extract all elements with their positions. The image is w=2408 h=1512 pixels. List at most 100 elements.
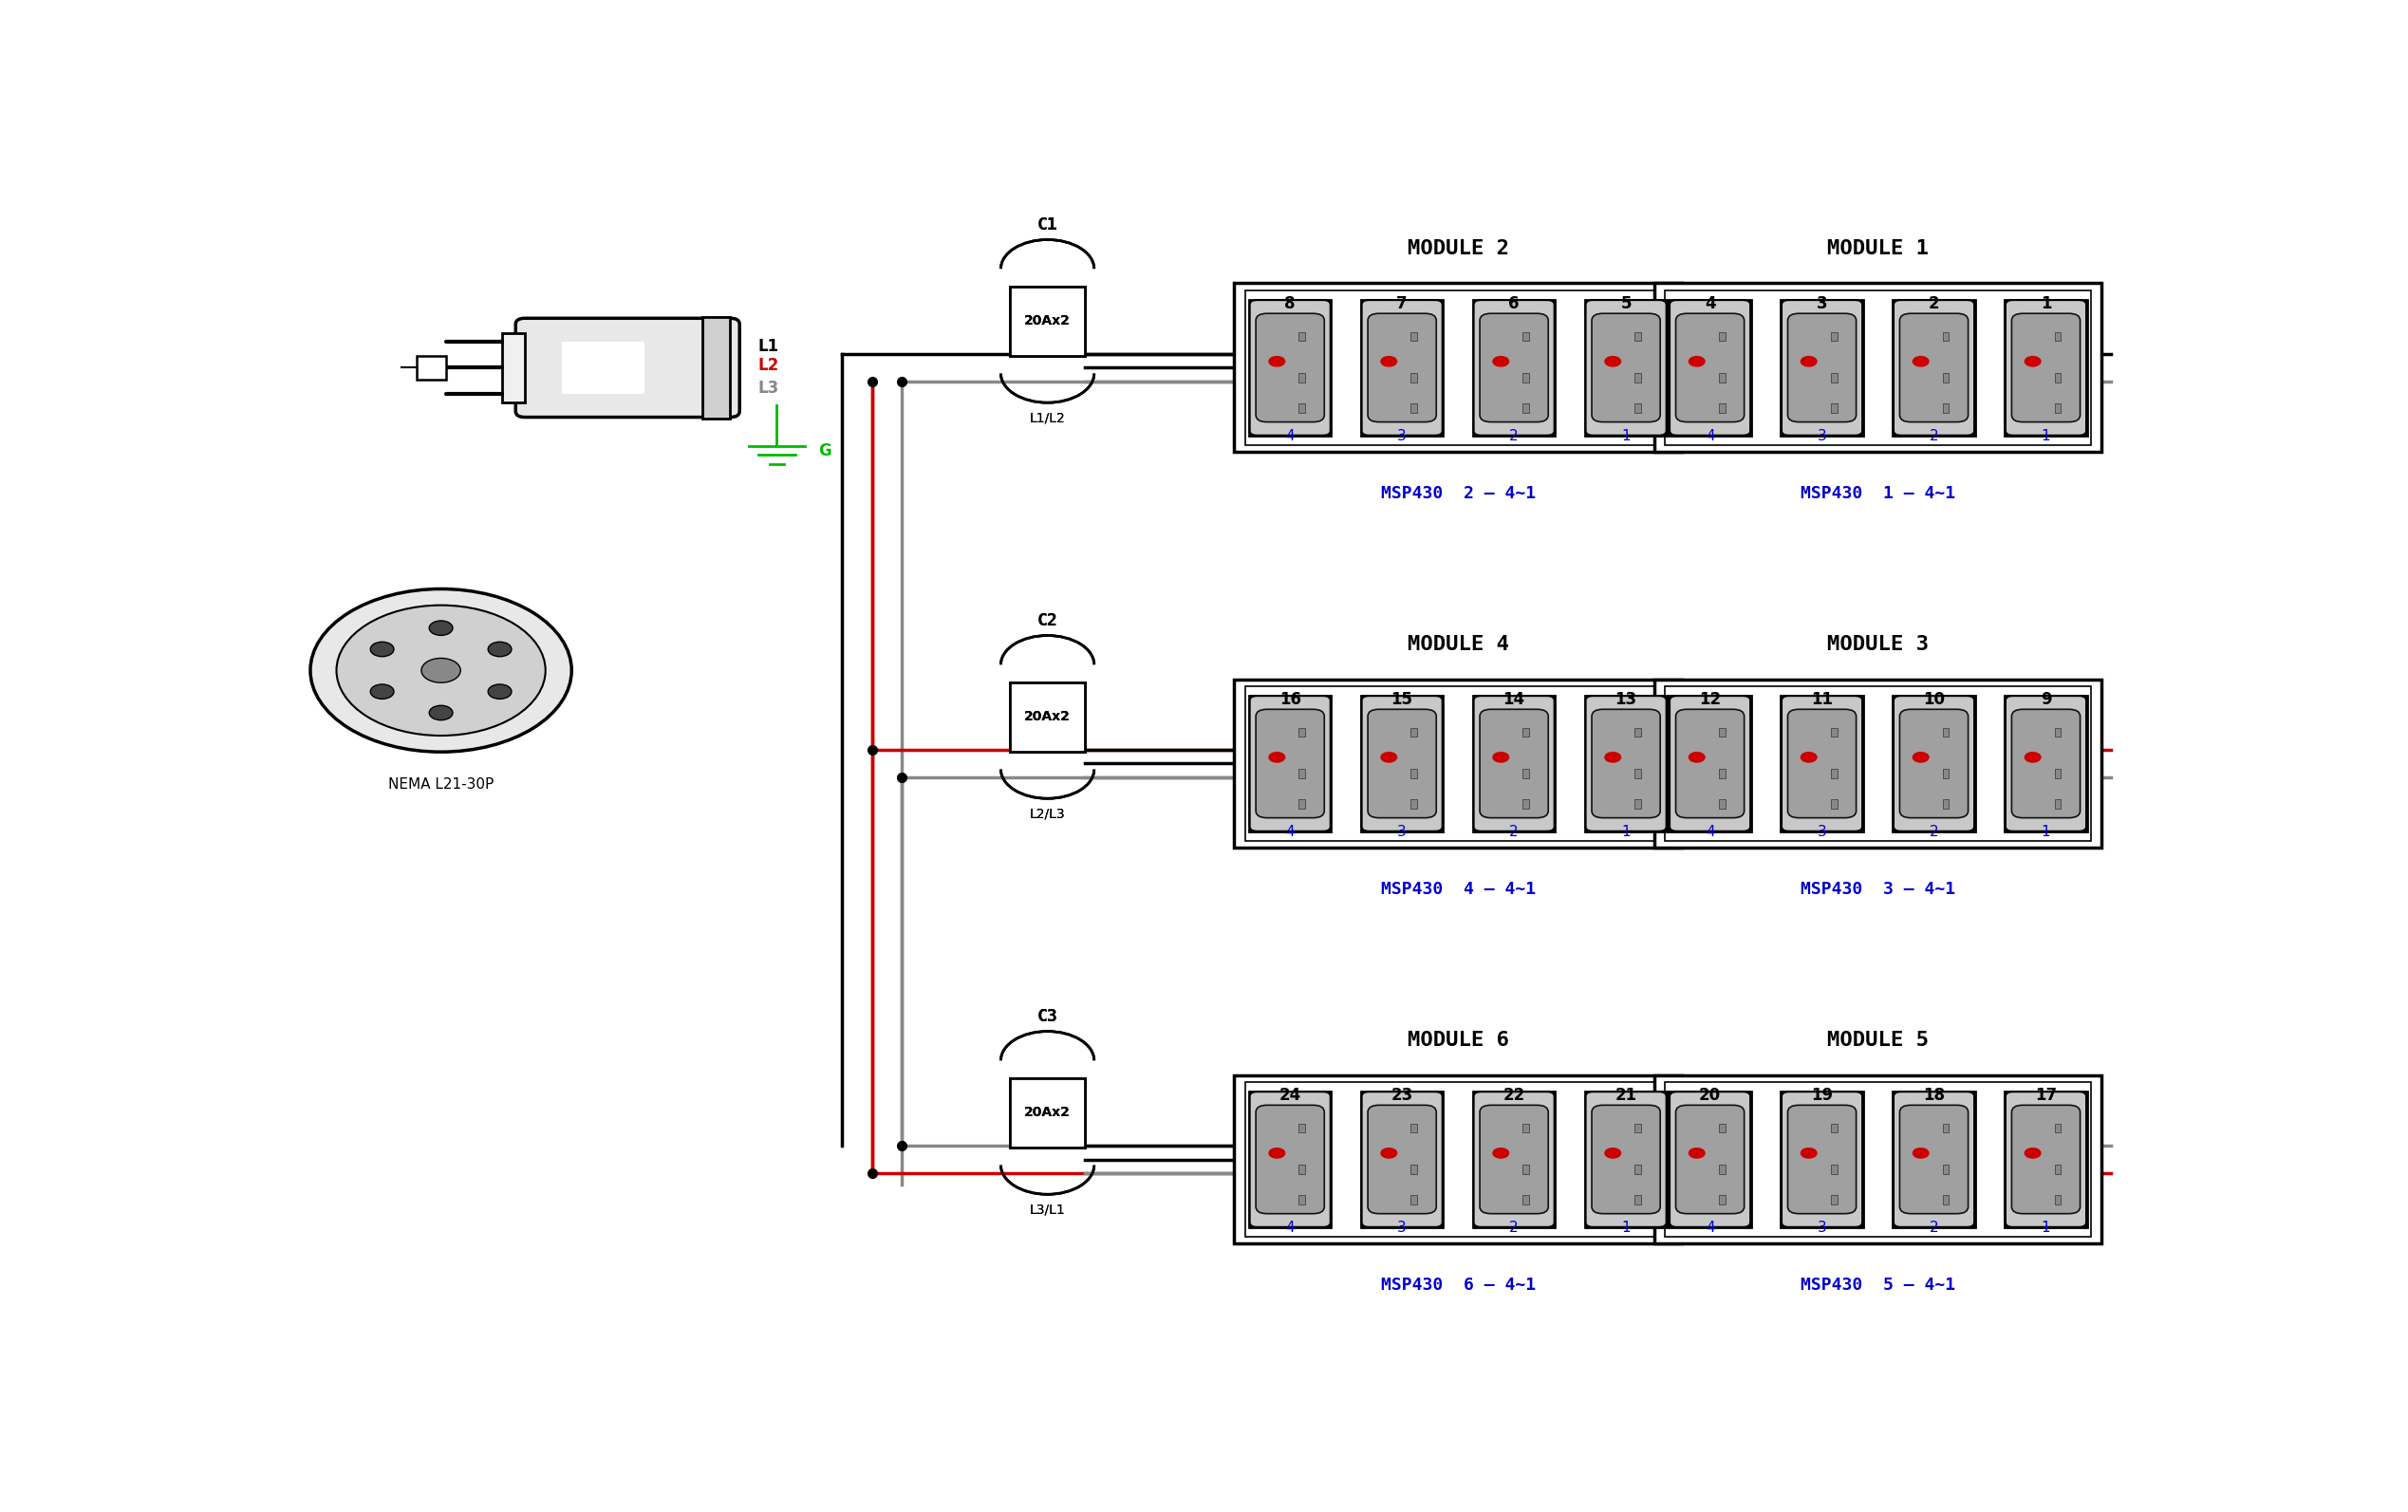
Text: MSP430  5 – 4~1: MSP430 5 – 4~1 <box>1801 1276 1955 1293</box>
Text: 3: 3 <box>1818 428 1828 443</box>
Text: L3: L3 <box>759 380 780 398</box>
Bar <box>1011 286 1084 357</box>
Bar <box>1298 770 1305 779</box>
FancyBboxPatch shape <box>2011 709 2081 818</box>
Text: MODULE 3: MODULE 3 <box>1828 635 1929 653</box>
Circle shape <box>1493 753 1510 762</box>
Circle shape <box>1382 357 1397 366</box>
Text: L1/L2: L1/L2 <box>1031 411 1064 425</box>
Bar <box>1522 1123 1529 1132</box>
Text: 3: 3 <box>1397 824 1406 839</box>
Circle shape <box>1801 1148 1816 1158</box>
Text: 16: 16 <box>1279 691 1300 708</box>
FancyBboxPatch shape <box>1257 1105 1324 1214</box>
Circle shape <box>1269 1148 1286 1158</box>
Text: 19: 19 <box>1811 1087 1832 1104</box>
Text: 14: 14 <box>1503 691 1524 708</box>
Circle shape <box>1912 753 1929 762</box>
Bar <box>1943 1123 1948 1132</box>
Text: 23: 23 <box>1392 1087 1413 1104</box>
Text: 2: 2 <box>1929 295 1938 311</box>
Bar <box>1298 1123 1305 1132</box>
Bar <box>1522 770 1529 779</box>
Bar <box>1719 1196 1724 1204</box>
FancyBboxPatch shape <box>1257 709 1324 818</box>
Text: 3: 3 <box>1818 824 1828 839</box>
FancyBboxPatch shape <box>1250 299 1332 435</box>
FancyBboxPatch shape <box>1361 1092 1442 1228</box>
Bar <box>1830 770 1837 779</box>
Bar <box>1298 800 1305 809</box>
Circle shape <box>1912 357 1929 366</box>
Text: MSP430  1 – 4~1: MSP430 1 – 4~1 <box>1801 485 1955 502</box>
Bar <box>1411 404 1418 413</box>
Text: 20: 20 <box>1700 1087 1722 1104</box>
Text: 1: 1 <box>2042 824 2052 839</box>
Text: 10: 10 <box>1924 691 1946 708</box>
Text: 1: 1 <box>1621 824 1630 839</box>
Bar <box>1635 727 1642 736</box>
Bar <box>1943 331 1948 340</box>
Bar <box>1235 1075 1681 1244</box>
Text: 4: 4 <box>1705 1220 1714 1234</box>
FancyBboxPatch shape <box>1361 696 1442 832</box>
FancyBboxPatch shape <box>703 318 730 419</box>
Text: MODULE 6: MODULE 6 <box>1406 1030 1510 1049</box>
Text: 20Ax2: 20Ax2 <box>1023 711 1072 724</box>
Bar <box>1830 1166 1837 1173</box>
Bar <box>1719 404 1724 413</box>
Bar <box>1245 290 1671 445</box>
Text: 4: 4 <box>1705 295 1714 311</box>
Circle shape <box>1606 1148 1621 1158</box>
Bar <box>1943 800 1948 809</box>
FancyBboxPatch shape <box>1900 313 1967 422</box>
Bar <box>1635 404 1642 413</box>
FancyBboxPatch shape <box>1584 696 1666 832</box>
Bar <box>1522 404 1529 413</box>
FancyBboxPatch shape <box>2006 1092 2088 1228</box>
Bar <box>1011 1078 1084 1148</box>
Bar <box>1245 1083 1671 1237</box>
FancyBboxPatch shape <box>1669 1092 1751 1228</box>
Bar <box>2054 404 2061 413</box>
Text: L2: L2 <box>759 357 780 373</box>
Circle shape <box>1606 753 1621 762</box>
FancyBboxPatch shape <box>1782 299 1861 435</box>
FancyBboxPatch shape <box>1584 1092 1666 1228</box>
Text: C1: C1 <box>1038 216 1057 234</box>
Bar <box>1411 1196 1418 1204</box>
Text: MODULE 5: MODULE 5 <box>1828 1030 1929 1049</box>
Bar <box>1411 331 1418 340</box>
FancyBboxPatch shape <box>1250 696 1332 832</box>
Text: 20Ax2: 20Ax2 <box>1023 314 1072 328</box>
FancyBboxPatch shape <box>2006 696 2085 832</box>
Bar <box>1635 331 1642 340</box>
Text: MSP430  4 – 4~1: MSP430 4 – 4~1 <box>1380 880 1536 898</box>
FancyBboxPatch shape <box>515 318 739 417</box>
FancyBboxPatch shape <box>1782 299 1864 435</box>
Text: G: G <box>819 442 831 460</box>
Bar <box>1522 373 1529 383</box>
Bar <box>1635 373 1642 383</box>
Circle shape <box>421 658 460 682</box>
Bar <box>1943 404 1948 413</box>
FancyBboxPatch shape <box>1361 696 1442 832</box>
Text: 18: 18 <box>1924 1087 1946 1104</box>
Circle shape <box>337 605 547 736</box>
Circle shape <box>371 643 395 656</box>
FancyBboxPatch shape <box>1368 1105 1435 1214</box>
Circle shape <box>429 621 453 635</box>
Bar <box>1719 727 1724 736</box>
FancyBboxPatch shape <box>1669 299 1751 435</box>
FancyBboxPatch shape <box>1250 1092 1332 1228</box>
FancyBboxPatch shape <box>1250 299 1332 435</box>
FancyBboxPatch shape <box>1900 709 1967 818</box>
FancyBboxPatch shape <box>1592 1105 1659 1214</box>
Bar <box>1654 1075 2102 1244</box>
Bar <box>1298 404 1305 413</box>
Bar <box>1830 800 1837 809</box>
FancyBboxPatch shape <box>1584 1092 1666 1228</box>
Bar <box>1719 770 1724 779</box>
Text: 2: 2 <box>1929 824 1938 839</box>
Bar <box>1719 800 1724 809</box>
